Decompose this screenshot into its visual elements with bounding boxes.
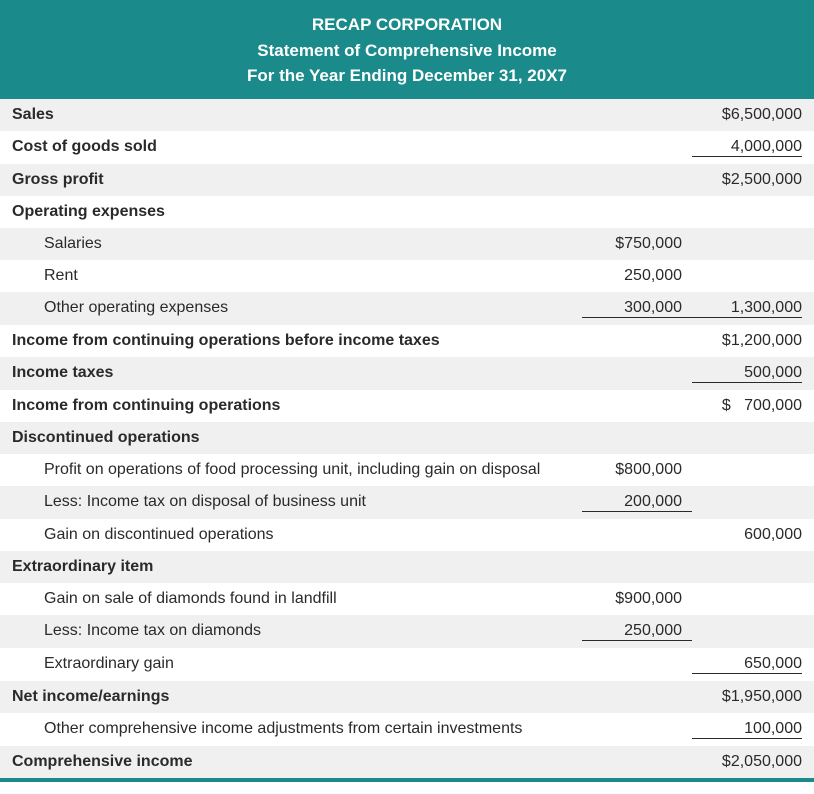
value-sales: $6,500,000 [692, 106, 802, 124]
statement-title: Statement of Comprehensive Income [0, 38, 814, 64]
statement-header: RECAP CORPORATION Statement of Comprehen… [0, 4, 814, 99]
row-cogs: Cost of goods sold 4,000,000 [0, 131, 814, 164]
label-income-before-tax: Income from continuing operations before… [12, 332, 582, 350]
row-income-cont-ops: Income from continuing operations $ 700,… [0, 390, 814, 422]
label-sales: Sales [12, 106, 582, 124]
value-other-opex-col2: 1,300,000 [692, 299, 802, 318]
value-oci: 100,000 [692, 720, 802, 739]
row-extra-tax: Less: Income tax on diamonds 250,000 [0, 615, 814, 648]
label-extra-gain: Extraordinary gain [12, 655, 582, 673]
company-name: RECAP CORPORATION [0, 12, 814, 38]
value-income-cont-ops: $ 700,000 [692, 397, 802, 415]
row-discops-tax: Less: Income tax on disposal of business… [0, 486, 814, 519]
row-opex-header: Operating expenses [0, 196, 814, 228]
value-other-opex-col1: 300,000 [582, 299, 692, 318]
label-extra-header: Extraordinary item [12, 558, 582, 576]
row-discops-profit: Profit on operations of food processing … [0, 454, 814, 486]
row-sales: Sales $6,500,000 [0, 99, 814, 131]
row-discops-gain: Gain on discontinued operations 600,000 [0, 519, 814, 551]
label-discops-tax: Less: Income tax on disposal of business… [12, 493, 582, 511]
label-income-cont-ops: Income from continuing operations [12, 397, 582, 415]
row-income-taxes: Income taxes 500,000 [0, 357, 814, 390]
row-salaries: Salaries $750,000 [0, 228, 814, 260]
value-salaries: $750,000 [582, 235, 692, 253]
row-other-opex: Other operating expenses 300,000 1,300,0… [0, 292, 814, 325]
statement-period: For the Year Ending December 31, 20X7 [0, 63, 814, 89]
value-cogs: 4,000,000 [692, 138, 802, 157]
value-net-income: $1,950,000 [692, 688, 802, 706]
value-discops-tax: 200,000 [582, 493, 692, 512]
label-oci: Other comprehensive income adjustments f… [12, 720, 582, 738]
row-extra-gain: Extraordinary gain 650,000 [0, 648, 814, 681]
row-rent: Rent 250,000 [0, 260, 814, 292]
label-gross-profit: Gross profit [12, 171, 582, 189]
value-comp-income: $2,050,000 [692, 753, 802, 771]
value-discops-profit: $800,000 [582, 461, 692, 479]
label-salaries: Salaries [12, 235, 582, 253]
row-extra-header: Extraordinary item [0, 551, 814, 583]
row-comp-income: Comprehensive income $2,050,000 [0, 746, 814, 778]
label-discops-gain: Gain on discontinued operations [12, 526, 582, 544]
value-gross-profit: $2,500,000 [692, 171, 802, 189]
label-extra-gain-sale: Gain on sale of diamonds found in landfi… [12, 590, 582, 608]
label-extra-tax: Less: Income tax on diamonds [12, 622, 582, 640]
label-opex-header: Operating expenses [12, 203, 582, 221]
label-cogs: Cost of goods sold [12, 138, 582, 156]
statement-body: Sales $6,500,000 Cost of goods sold 4,00… [0, 99, 814, 778]
label-income-taxes: Income taxes [12, 364, 582, 382]
row-net-income: Net income/earnings $1,950,000 [0, 681, 814, 713]
label-net-income: Net income/earnings [12, 688, 582, 706]
row-oci: Other comprehensive income adjustments f… [0, 713, 814, 746]
label-comp-income: Comprehensive income [12, 753, 582, 771]
row-discops-header: Discontinued operations [0, 422, 814, 454]
value-rent: 250,000 [582, 267, 692, 285]
value-income-taxes: 500,000 [692, 364, 802, 383]
row-income-before-tax: Income from continuing operations before… [0, 325, 814, 357]
label-rent: Rent [12, 267, 582, 285]
row-extra-gain-sale: Gain on sale of diamonds found in landfi… [0, 583, 814, 615]
value-extra-gain-sale: $900,000 [582, 590, 692, 608]
label-discops-header: Discontinued operations [12, 429, 582, 447]
value-extra-gain: 650,000 [692, 655, 802, 674]
income-statement: RECAP CORPORATION Statement of Comprehen… [0, 0, 814, 782]
row-gross-profit: Gross profit $2,500,000 [0, 164, 814, 196]
value-extra-tax: 250,000 [582, 622, 692, 641]
label-discops-profit: Profit on operations of food processing … [12, 461, 582, 479]
value-discops-gain: 600,000 [692, 526, 802, 544]
value-income-before-tax: $1,200,000 [692, 332, 802, 350]
label-other-opex: Other operating expenses [12, 299, 582, 317]
